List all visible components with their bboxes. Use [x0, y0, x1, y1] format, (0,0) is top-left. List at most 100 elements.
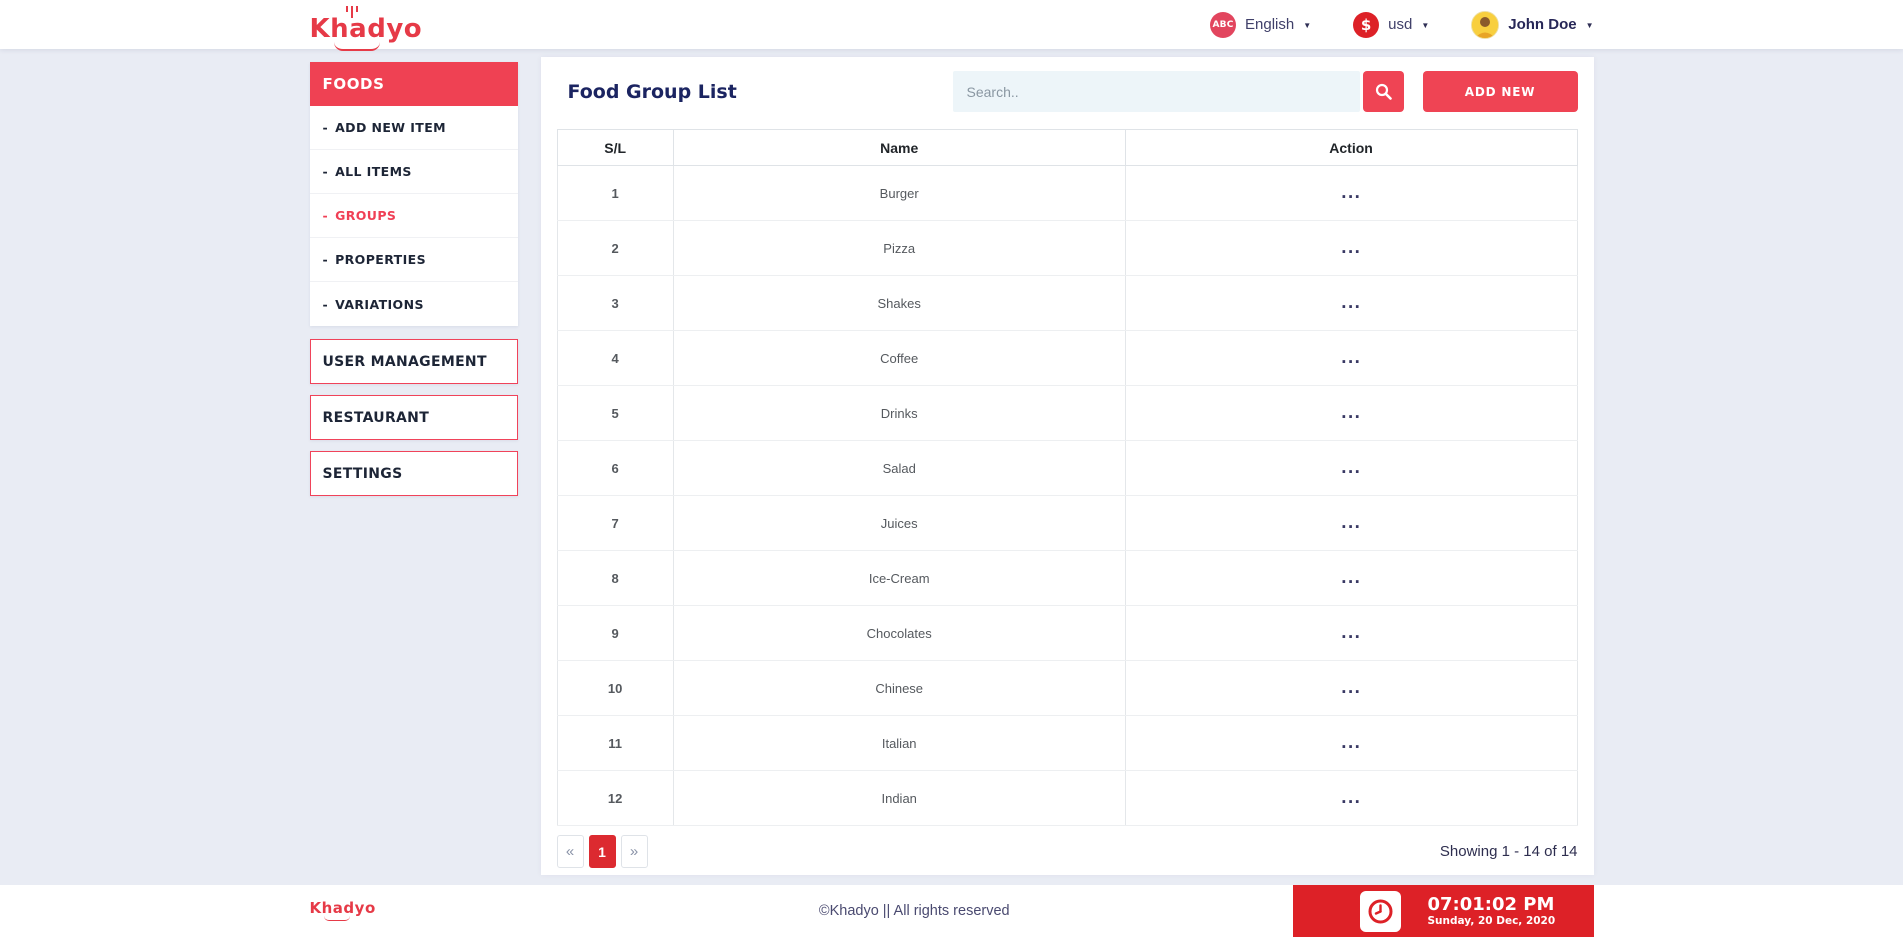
page-footer: Khadyo ©Khadyo || All rights reserved 07…	[0, 885, 1903, 937]
avatar	[1471, 10, 1500, 39]
cell-name: Burger	[672, 165, 1126, 221]
cell-sl: 12	[556, 770, 674, 826]
table-row: 4 Coffee ...	[556, 330, 1578, 386]
table-row: 1 Burger ...	[556, 165, 1578, 221]
table-row: 8 Ice-Cream ...	[556, 550, 1578, 606]
cell-sl: 2	[556, 220, 674, 276]
cell-name: Chinese	[672, 660, 1126, 716]
sidebar-item-label: ADD NEW ITEM	[335, 120, 446, 135]
footer-logo-text: Khadyo	[309, 899, 376, 917]
top-header: Khadyo ABC English ▼ $ usd ▼	[0, 0, 1903, 51]
copyright-text: ©Khadyo || All rights reserved	[818, 903, 1010, 919]
sidebar-item-settings[interactable]: SETTINGS	[309, 451, 518, 496]
currency-icon: $	[1353, 11, 1380, 38]
currency-selector[interactable]: $ usd ▼	[1353, 11, 1430, 38]
table-row: 2 Pizza ...	[556, 220, 1578, 276]
language-selector[interactable]: ABC English ▼	[1210, 11, 1312, 38]
pagination-page-1[interactable]: 1	[588, 835, 616, 868]
clock-time: 07:01:02 PM	[1427, 893, 1555, 915]
sidebar-item-groups[interactable]: - GROUPS	[309, 194, 518, 238]
pagination-next-button[interactable]: »	[620, 835, 648, 868]
column-header-name: Name	[672, 129, 1126, 166]
clock-icon	[1359, 890, 1401, 932]
cell-sl: 5	[556, 385, 674, 441]
chevron-down-icon: ▼	[1585, 21, 1594, 30]
cell-sl: 11	[556, 715, 674, 771]
cell-sl: 9	[556, 605, 674, 661]
main-panel: Food Group List ADD NEW S/L	[540, 57, 1594, 875]
cell-name: Coffee	[672, 330, 1126, 386]
dash-icon: -	[322, 164, 329, 179]
cell-name: Shakes	[672, 275, 1126, 331]
dash-icon: -	[322, 120, 329, 135]
add-new-button[interactable]: ADD NEW	[1422, 71, 1578, 112]
language-label: English	[1245, 16, 1295, 33]
cell-sl: 6	[556, 440, 674, 496]
table-header-row: S/L Name Action	[556, 129, 1578, 166]
cell-name: Juices	[672, 495, 1126, 551]
sidebar-item-label: GROUPS	[335, 208, 397, 223]
cell-name: Ice-Cream	[672, 550, 1126, 606]
table-row: 12 Indian ...	[556, 770, 1578, 826]
sidebar-item-label: PROPERTIES	[335, 252, 426, 267]
user-menu[interactable]: John Doe ▼	[1471, 10, 1594, 39]
dash-icon: -	[322, 296, 329, 312]
cell-sl: 7	[556, 495, 674, 551]
pagination-summary: Showing 1 - 14 of 14	[1439, 843, 1578, 860]
logo-smile-shape	[333, 42, 380, 51]
table-row: 10 Chinese ...	[556, 660, 1578, 716]
food-group-table: S/L Name Action 1 Burger ... 2 Pizza ...	[556, 129, 1578, 826]
cell-name: Pizza	[672, 220, 1126, 276]
page-title: Food Group List	[567, 80, 737, 103]
app-logo[interactable]: Khadyo	[310, 6, 423, 51]
pagination: « 1 »	[556, 835, 648, 868]
sidebar-item-all-items[interactable]: - ALL ITEMS	[309, 150, 518, 194]
sidebar: FOODS - ADD NEW ITEM - ALL ITEMS - GROUP…	[309, 57, 518, 875]
column-header-action: Action	[1124, 129, 1578, 166]
user-name: John Doe	[1508, 16, 1577, 33]
sidebar-item-label: ALL ITEMS	[335, 164, 412, 179]
language-icon: ABC	[1210, 11, 1236, 38]
fork-icon	[345, 6, 358, 18]
search-icon	[1375, 83, 1392, 100]
chevron-down-icon: ▼	[1421, 21, 1430, 30]
cell-sl: 3	[556, 275, 674, 331]
content-area: FOODS - ADD NEW ITEM - ALL ITEMS - GROUP…	[0, 49, 1903, 885]
cell-name: Italian	[672, 715, 1126, 771]
sidebar-item-variations[interactable]: - VARIATIONS	[309, 282, 518, 326]
sidebar-item-user-management[interactable]: USER MANAGEMENT	[309, 339, 518, 384]
cell-sl: 1	[556, 165, 674, 221]
clock-date: Sunday, 20 Dec, 2020	[1427, 915, 1556, 928]
cell-name: Salad	[672, 440, 1126, 496]
clock-widget: 07:01:02 PM Sunday, 20 Dec, 2020	[1292, 885, 1594, 937]
sidebar-section-foods[interactable]: FOODS	[309, 62, 518, 106]
app-logo-text: Khadyo	[309, 14, 423, 44]
table-row: 11 Italian ...	[556, 715, 1578, 771]
chevron-down-icon: ▼	[1303, 21, 1312, 30]
table-row: 3 Shakes ...	[556, 275, 1578, 331]
table-row: 5 Drinks ...	[556, 385, 1578, 441]
sidebar-item-properties[interactable]: - PROPERTIES	[309, 238, 518, 282]
search-button[interactable]	[1362, 71, 1404, 112]
currency-label: usd	[1388, 16, 1413, 33]
table-row: 7 Juices ...	[556, 495, 1578, 551]
cell-name: Chocolates	[672, 605, 1126, 661]
dash-icon: -	[322, 208, 329, 223]
cell-sl: 4	[556, 330, 674, 386]
table-row: 6 Salad ...	[556, 440, 1578, 496]
table-row: 9 Chocolates ...	[556, 605, 1578, 661]
sidebar-item-label: VARIATIONS	[335, 296, 424, 312]
cell-name: Indian	[672, 770, 1126, 826]
pagination-prev-button[interactable]: «	[556, 835, 584, 868]
sidebar-item-restaurant[interactable]: RESTAURANT	[309, 395, 518, 440]
column-header-sl: S/L	[556, 129, 674, 166]
cell-sl: 8	[556, 550, 674, 606]
cell-sl: 10	[556, 660, 674, 716]
cell-name: Drinks	[672, 385, 1126, 441]
footer-logo: Khadyo	[310, 901, 376, 921]
dash-icon: -	[322, 252, 329, 267]
search-input[interactable]	[952, 71, 1360, 112]
logo-smile-shape	[323, 916, 350, 921]
sidebar-item-add-new-item[interactable]: - ADD NEW ITEM	[309, 106, 518, 150]
sidebar-foods-group: FOODS - ADD NEW ITEM - ALL ITEMS - GROUP…	[309, 62, 518, 326]
